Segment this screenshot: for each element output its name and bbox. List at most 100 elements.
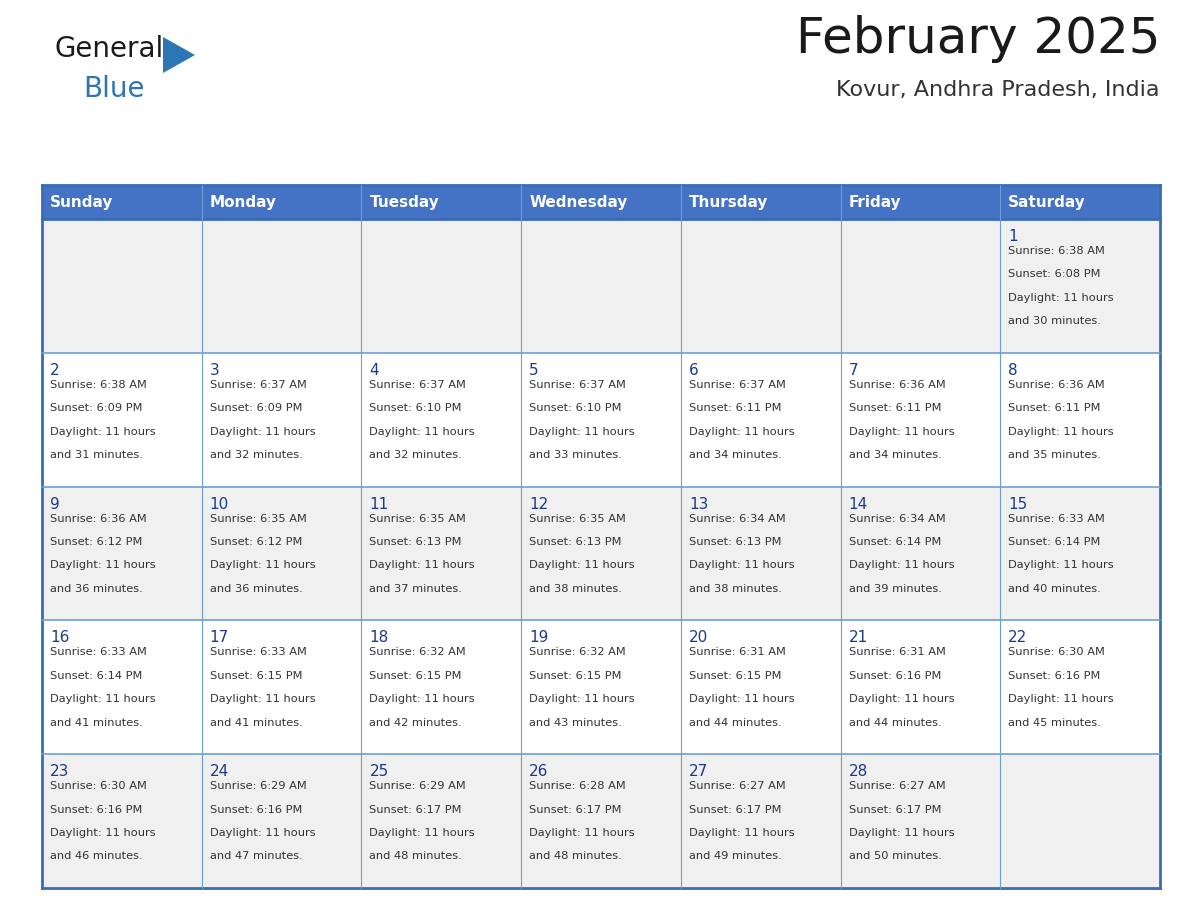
- Text: 19: 19: [529, 631, 549, 645]
- Text: Daylight: 11 hours: Daylight: 11 hours: [848, 694, 954, 704]
- Text: Daylight: 11 hours: Daylight: 11 hours: [1009, 560, 1114, 570]
- Text: and 45 minutes.: and 45 minutes.: [1009, 718, 1101, 728]
- Bar: [202, 353, 361, 487]
- Bar: [841, 353, 1000, 487]
- Text: Sunrise: 6:38 AM: Sunrise: 6:38 AM: [1009, 246, 1105, 256]
- Text: Sunset: 6:11 PM: Sunset: 6:11 PM: [689, 403, 782, 413]
- Bar: [42, 353, 202, 487]
- Text: 17: 17: [210, 631, 229, 645]
- Text: 22: 22: [1009, 631, 1028, 645]
- Text: Sunset: 6:16 PM: Sunset: 6:16 PM: [848, 671, 941, 681]
- Text: Sunset: 6:15 PM: Sunset: 6:15 PM: [210, 671, 302, 681]
- Text: and 44 minutes.: and 44 minutes.: [689, 718, 782, 728]
- Bar: [841, 219, 1000, 353]
- Text: Sunset: 6:17 PM: Sunset: 6:17 PM: [848, 804, 941, 814]
- Text: Daylight: 11 hours: Daylight: 11 hours: [1009, 427, 1114, 437]
- Bar: [42, 621, 202, 755]
- Bar: [522, 755, 681, 888]
- Bar: [841, 621, 1000, 755]
- Text: Sunset: 6:14 PM: Sunset: 6:14 PM: [848, 537, 941, 547]
- Text: and 44 minutes.: and 44 minutes.: [848, 718, 941, 728]
- Text: Sunrise: 6:36 AM: Sunrise: 6:36 AM: [848, 380, 946, 390]
- Bar: [681, 755, 841, 888]
- Text: Sunset: 6:17 PM: Sunset: 6:17 PM: [369, 804, 462, 814]
- Text: Daylight: 11 hours: Daylight: 11 hours: [689, 427, 795, 437]
- Text: Sunrise: 6:35 AM: Sunrise: 6:35 AM: [210, 513, 307, 523]
- Text: General: General: [55, 35, 164, 63]
- Text: 3: 3: [210, 363, 220, 378]
- Text: Sunset: 6:10 PM: Sunset: 6:10 PM: [529, 403, 621, 413]
- Text: Sunset: 6:14 PM: Sunset: 6:14 PM: [1009, 537, 1100, 547]
- Text: Sunrise: 6:33 AM: Sunrise: 6:33 AM: [50, 647, 147, 657]
- Text: Daylight: 11 hours: Daylight: 11 hours: [689, 694, 795, 704]
- Bar: [361, 353, 522, 487]
- Text: Sunrise: 6:36 AM: Sunrise: 6:36 AM: [50, 513, 147, 523]
- Text: Sunrise: 6:37 AM: Sunrise: 6:37 AM: [529, 380, 626, 390]
- Text: Daylight: 11 hours: Daylight: 11 hours: [50, 560, 156, 570]
- Bar: [522, 185, 681, 219]
- Text: 9: 9: [50, 497, 59, 511]
- Polygon shape: [163, 37, 195, 73]
- Text: Daylight: 11 hours: Daylight: 11 hours: [529, 828, 634, 838]
- Bar: [1000, 219, 1159, 353]
- Text: Sunrise: 6:35 AM: Sunrise: 6:35 AM: [369, 513, 466, 523]
- Text: and 37 minutes.: and 37 minutes.: [369, 584, 462, 594]
- Text: 5: 5: [529, 363, 538, 378]
- Bar: [42, 487, 202, 621]
- Text: and 32 minutes.: and 32 minutes.: [369, 450, 462, 460]
- Bar: [202, 185, 361, 219]
- Text: Monday: Monday: [210, 195, 277, 209]
- Text: Daylight: 11 hours: Daylight: 11 hours: [369, 427, 475, 437]
- Text: 4: 4: [369, 363, 379, 378]
- Text: Sunrise: 6:30 AM: Sunrise: 6:30 AM: [1009, 647, 1105, 657]
- Text: and 43 minutes.: and 43 minutes.: [529, 718, 621, 728]
- Text: and 35 minutes.: and 35 minutes.: [1009, 450, 1101, 460]
- Text: and 34 minutes.: and 34 minutes.: [689, 450, 782, 460]
- Bar: [202, 755, 361, 888]
- Text: 16: 16: [50, 631, 69, 645]
- Text: Sunset: 6:14 PM: Sunset: 6:14 PM: [50, 671, 143, 681]
- Text: Sunrise: 6:31 AM: Sunrise: 6:31 AM: [848, 647, 946, 657]
- Text: Sunset: 6:17 PM: Sunset: 6:17 PM: [689, 804, 782, 814]
- Text: and 32 minutes.: and 32 minutes.: [210, 450, 303, 460]
- Text: 25: 25: [369, 764, 388, 779]
- Text: Sunset: 6:12 PM: Sunset: 6:12 PM: [50, 537, 143, 547]
- Text: Sunset: 6:08 PM: Sunset: 6:08 PM: [1009, 269, 1101, 279]
- Bar: [1000, 621, 1159, 755]
- Text: Daylight: 11 hours: Daylight: 11 hours: [210, 828, 315, 838]
- Text: 23: 23: [50, 764, 69, 779]
- Text: Sunset: 6:09 PM: Sunset: 6:09 PM: [210, 403, 302, 413]
- Text: 20: 20: [689, 631, 708, 645]
- Text: Sunrise: 6:34 AM: Sunrise: 6:34 AM: [848, 513, 946, 523]
- Text: Daylight: 11 hours: Daylight: 11 hours: [848, 560, 954, 570]
- Bar: [361, 219, 522, 353]
- Text: Blue: Blue: [83, 75, 145, 103]
- Text: Sunrise: 6:35 AM: Sunrise: 6:35 AM: [529, 513, 626, 523]
- Text: 11: 11: [369, 497, 388, 511]
- Text: 12: 12: [529, 497, 549, 511]
- Bar: [681, 219, 841, 353]
- Text: and 34 minutes.: and 34 minutes.: [848, 450, 941, 460]
- Text: Thursday: Thursday: [689, 195, 769, 209]
- Text: Daylight: 11 hours: Daylight: 11 hours: [1009, 293, 1114, 303]
- Text: and 48 minutes.: and 48 minutes.: [369, 852, 462, 861]
- Text: Sunrise: 6:30 AM: Sunrise: 6:30 AM: [50, 781, 147, 791]
- Text: Daylight: 11 hours: Daylight: 11 hours: [689, 560, 795, 570]
- Text: and 36 minutes.: and 36 minutes.: [50, 584, 143, 594]
- Text: Daylight: 11 hours: Daylight: 11 hours: [50, 694, 156, 704]
- Text: Sunset: 6:13 PM: Sunset: 6:13 PM: [369, 537, 462, 547]
- Text: Sunrise: 6:33 AM: Sunrise: 6:33 AM: [1009, 513, 1105, 523]
- Text: 7: 7: [848, 363, 858, 378]
- Text: Sunrise: 6:36 AM: Sunrise: 6:36 AM: [1009, 380, 1105, 390]
- Bar: [522, 621, 681, 755]
- Text: Sunrise: 6:34 AM: Sunrise: 6:34 AM: [689, 513, 785, 523]
- Text: and 46 minutes.: and 46 minutes.: [50, 852, 143, 861]
- Text: Sunrise: 6:32 AM: Sunrise: 6:32 AM: [529, 647, 626, 657]
- Text: Daylight: 11 hours: Daylight: 11 hours: [848, 427, 954, 437]
- Text: and 42 minutes.: and 42 minutes.: [369, 718, 462, 728]
- Bar: [1000, 185, 1159, 219]
- Text: Daylight: 11 hours: Daylight: 11 hours: [369, 828, 475, 838]
- Text: Saturday: Saturday: [1009, 195, 1086, 209]
- Text: Sunday: Sunday: [50, 195, 113, 209]
- Text: Daylight: 11 hours: Daylight: 11 hours: [369, 560, 475, 570]
